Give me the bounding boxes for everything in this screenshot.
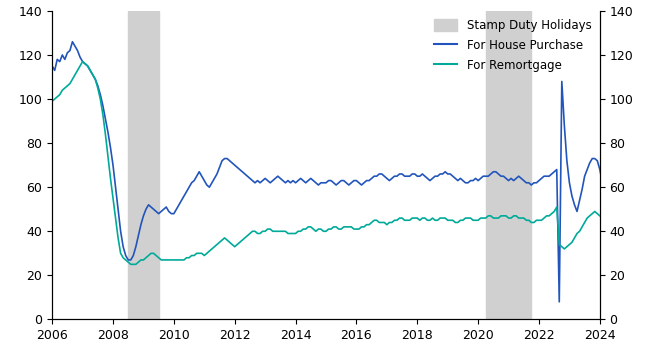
Legend: Stamp Duty Holidays, For House Purchase, For Remortgage: Stamp Duty Holidays, For House Purchase,… [429,15,597,77]
Bar [128,11,158,319]
Bar [486,11,531,319]
